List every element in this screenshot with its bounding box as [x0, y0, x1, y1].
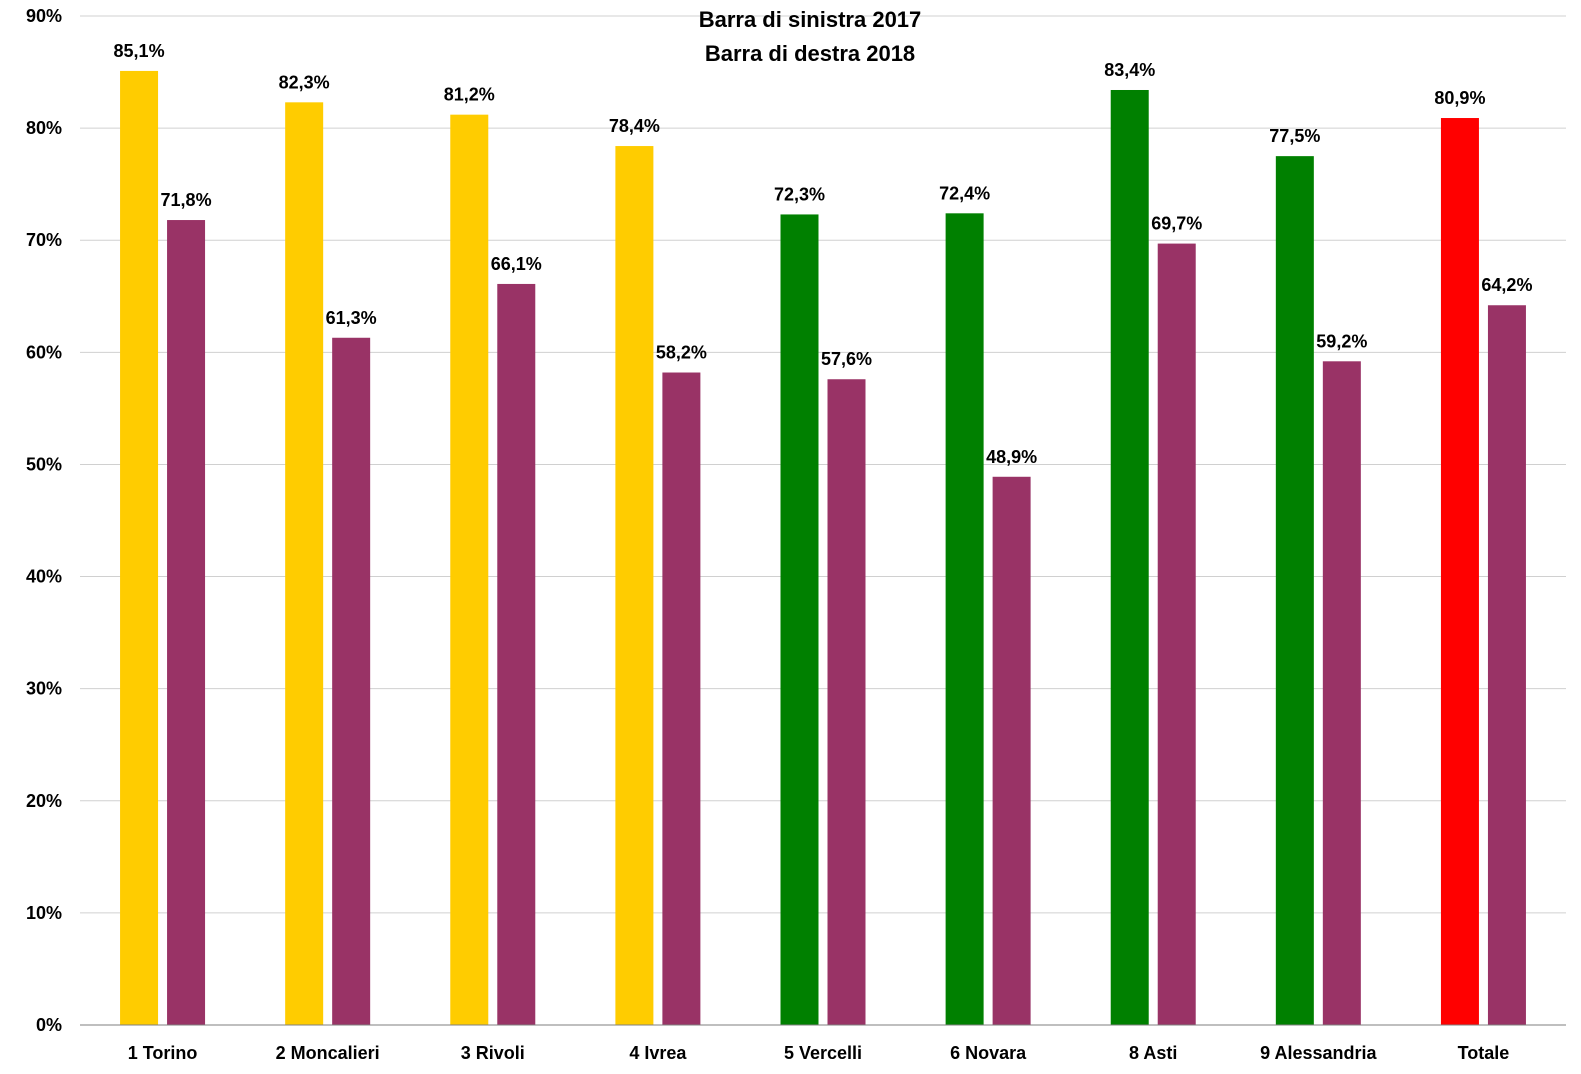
gridlines [80, 15, 1566, 914]
bar-right-8 [1487, 305, 1526, 1025]
data-label: 64,2% [1481, 275, 1532, 295]
data-label: 72,3% [774, 184, 825, 204]
bar-left-8 [1440, 118, 1479, 1025]
bar-left-5 [945, 213, 984, 1025]
y-tick-label: 80% [26, 118, 62, 138]
data-label: 57,6% [821, 349, 872, 369]
y-tick-label: 40% [26, 567, 62, 587]
bar-right-6 [1157, 243, 1196, 1025]
data-label: 80,9% [1434, 88, 1485, 108]
data-label: 81,2% [444, 85, 495, 105]
data-label: 71,8% [161, 190, 212, 210]
bars [120, 70, 1526, 1026]
y-tick-label: 30% [26, 679, 62, 699]
chart-title-line-2: Barra di destra 2018 [705, 41, 915, 66]
y-tick-label: 70% [26, 230, 62, 250]
data-label: 69,7% [1151, 214, 1202, 234]
data-label: 61,3% [326, 308, 377, 328]
data-label: 58,2% [656, 343, 707, 363]
data-label: 78,4% [609, 116, 660, 136]
data-label: 48,9% [986, 447, 1037, 467]
data-label: 72,4% [939, 183, 990, 203]
x-category-label: 2 Moncalieri [276, 1043, 380, 1063]
bar-left-0 [120, 70, 159, 1025]
y-tick-label: 60% [26, 342, 62, 362]
data-label: 83,4% [1104, 60, 1155, 80]
x-category-label: 5 Vercelli [784, 1043, 862, 1063]
y-axis-ticks: 0% 10% 20% 30% 40% 50% 60% 70% 80% 90% [26, 6, 62, 1035]
bar-left-6 [1110, 89, 1149, 1025]
x-category-label: 4 Ivrea [629, 1043, 687, 1063]
bar-left-3 [615, 146, 654, 1025]
bar-right-2 [497, 283, 536, 1025]
bar-right-3 [662, 372, 701, 1026]
bar-right-4 [827, 379, 866, 1025]
data-label: 59,2% [1316, 331, 1367, 351]
x-category-label: 8 Asti [1129, 1043, 1177, 1063]
bar-left-2 [450, 114, 489, 1025]
y-tick-label: 50% [26, 454, 62, 474]
x-category-label: 1 Torino [128, 1043, 198, 1063]
bar-left-7 [1275, 156, 1314, 1025]
bar-right-0 [167, 220, 206, 1025]
data-labels: 85,1% 71,8% 82,3% 61,3% 81,2% 66,1% 78,4% 58,2%… [114, 41, 1533, 467]
bar-right-5 [992, 476, 1031, 1025]
x-axis-categories: 1 Torino 2 Moncalieri 3 Rivoli 4 Ivrea 5 Ver… [128, 1043, 1510, 1063]
data-label: 85,1% [114, 41, 165, 61]
bar-right-7 [1322, 361, 1361, 1025]
y-tick-label: 10% [26, 903, 62, 923]
bar-left-1 [285, 102, 324, 1025]
data-label: 82,3% [279, 72, 330, 92]
x-category-label: 6 Novara [950, 1043, 1027, 1063]
y-tick-label: 0% [36, 1015, 62, 1035]
bar-left-4 [780, 214, 819, 1026]
data-label: 66,1% [491, 254, 542, 274]
chart-title-line-1: Barra di sinistra 2017 [699, 7, 922, 32]
x-category-label: 3 Rivoli [461, 1043, 525, 1063]
bar-right-1 [332, 337, 371, 1025]
y-tick-label: 90% [26, 6, 62, 26]
x-category-label: Totale [1458, 1043, 1510, 1063]
x-category-label: 9 Alessandria [1260, 1043, 1377, 1063]
y-tick-label: 20% [26, 791, 62, 811]
data-label: 77,5% [1269, 126, 1320, 146]
